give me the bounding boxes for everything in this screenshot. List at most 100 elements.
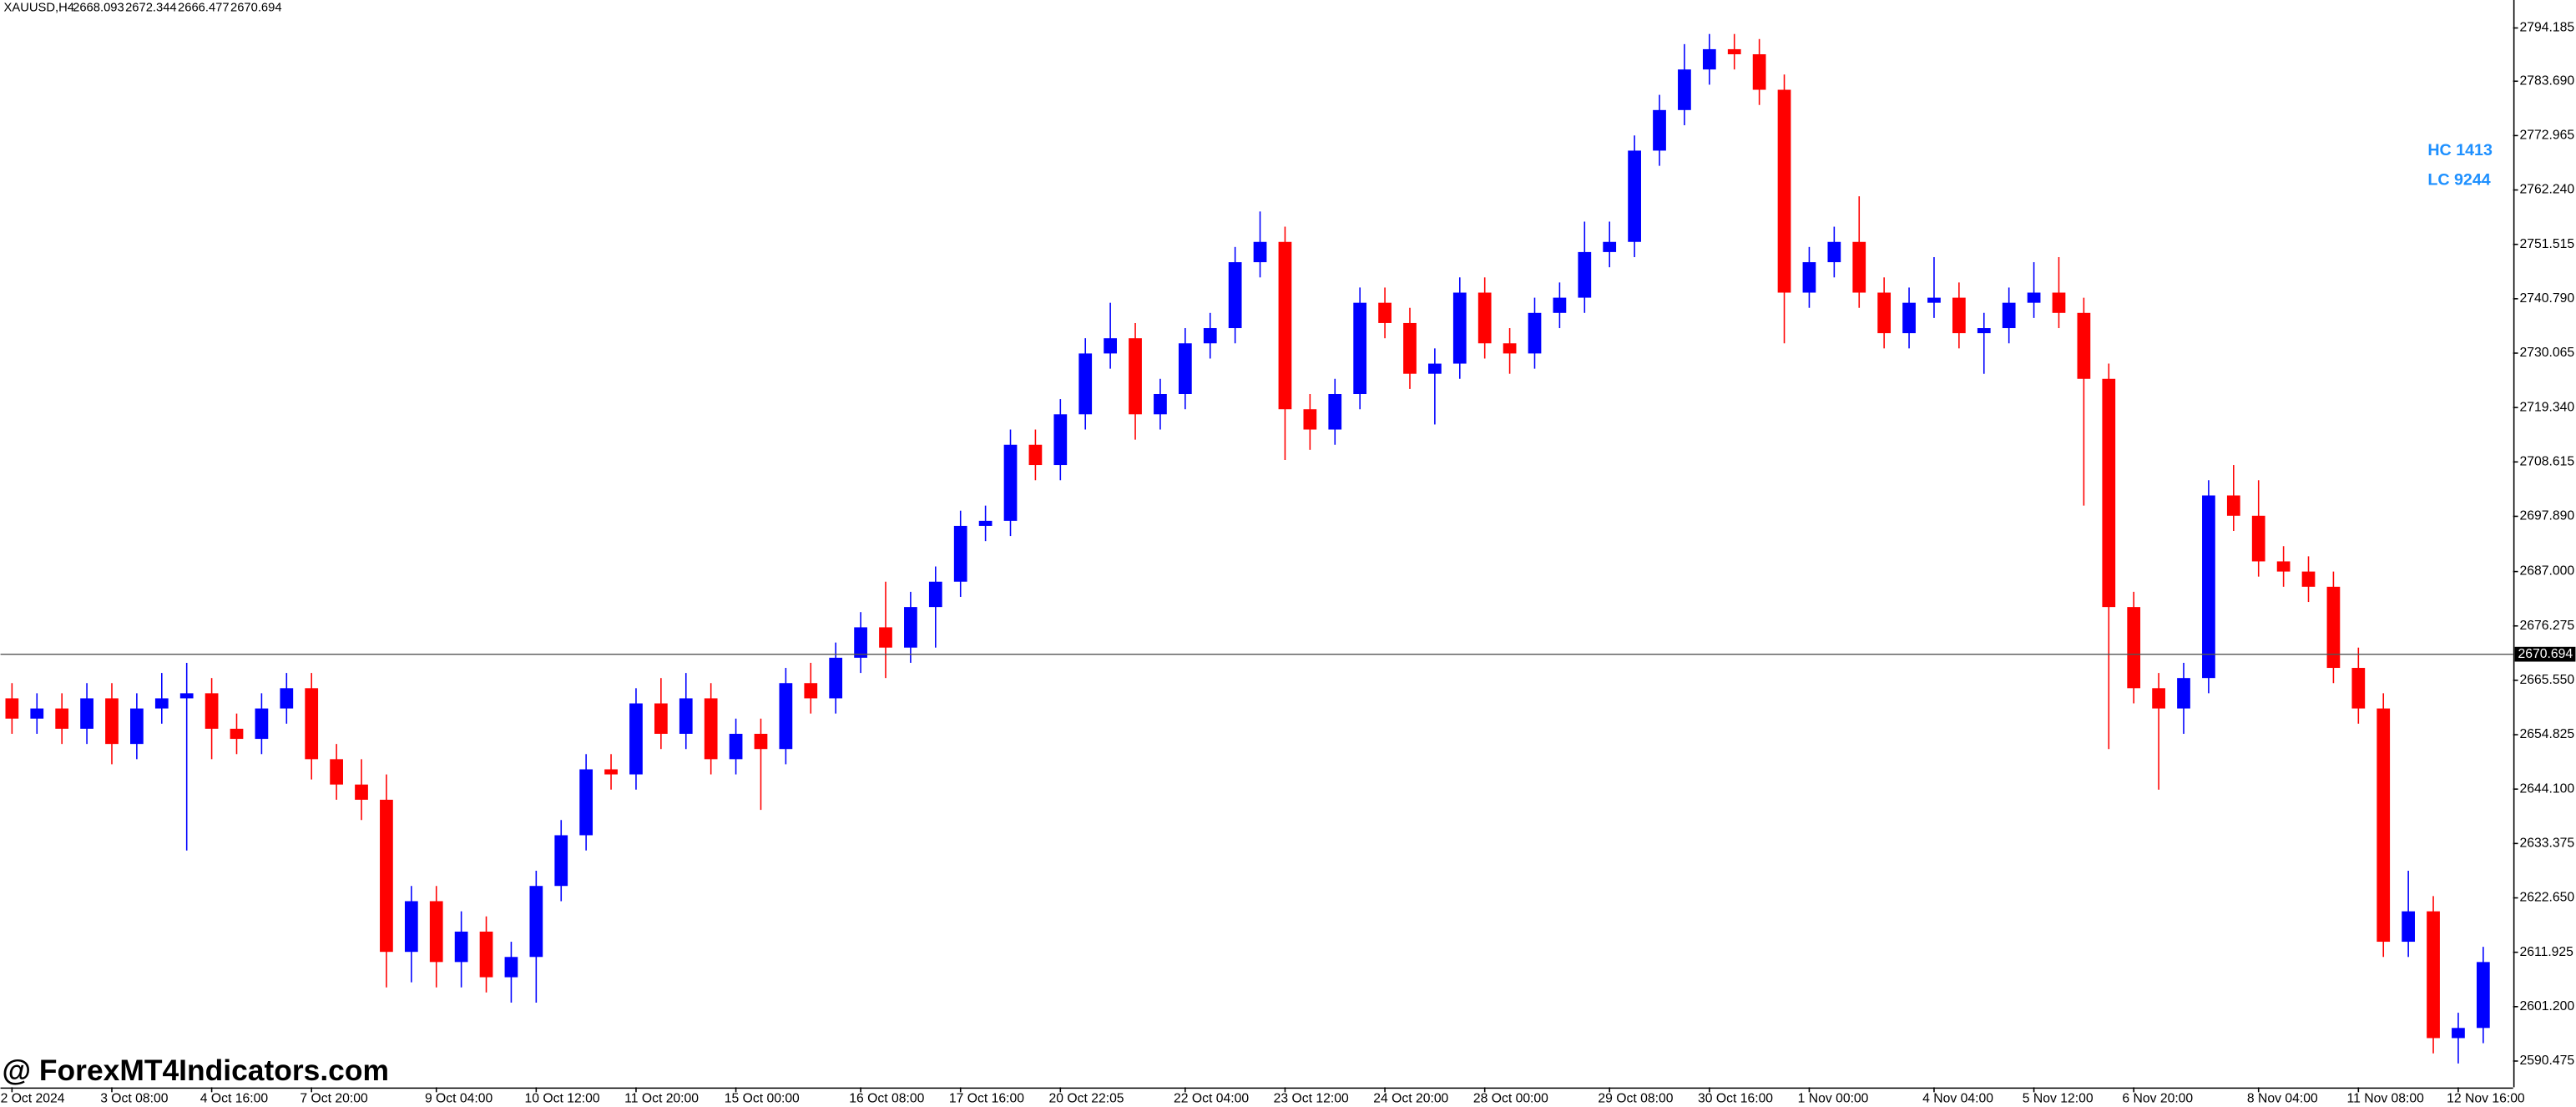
x-tick-label: 11 Oct 20:00 (624, 1091, 699, 1105)
candle-body (2027, 292, 2041, 303)
y-tick-label: 2622.650 (2520, 891, 2575, 905)
y-tick-label: 2687.000 (2520, 564, 2575, 579)
candle-body (729, 733, 743, 760)
x-tick-label: 1 Nov 00:00 (1798, 1091, 1869, 1105)
candle-body (1777, 89, 1791, 293)
candle-body (1428, 363, 1442, 374)
candle-body (1877, 292, 1892, 334)
candle-body (1278, 241, 1292, 410)
candle-body (679, 698, 693, 734)
last-price-label: 2670.694 (2518, 647, 2573, 661)
symbol-title: XAUUSD,H4 (4, 2, 74, 15)
candle-body (1154, 393, 1167, 415)
candle-body (1003, 444, 1018, 521)
candle-body (305, 688, 319, 760)
candle-body (2452, 1028, 2465, 1039)
candle-body (1452, 292, 1467, 364)
candle-body (704, 698, 718, 760)
candle-body (1129, 338, 1142, 415)
candle-body (1603, 241, 1617, 252)
y-tick-label: 2697.890 (2520, 509, 2575, 523)
x-tick-label: 8 Nov 04:00 (2247, 1091, 2318, 1105)
header-ohlc-value: 2668.093 (73, 2, 124, 15)
candle-body (154, 698, 169, 709)
x-tick-label: 7 Oct 20:00 (300, 1091, 368, 1105)
annotation: HC 1413 (2427, 141, 2493, 159)
candle-body (1228, 262, 1242, 329)
candle-body (355, 784, 368, 800)
candle-body (2152, 688, 2165, 709)
x-tick-label: 22 Oct 04:00 (1174, 1091, 1249, 1105)
candle-body (454, 931, 468, 963)
candle-body (130, 708, 144, 745)
candle-body (2326, 586, 2341, 669)
candle-body (479, 931, 493, 978)
last-price-box (2514, 646, 2576, 662)
candle-body (1028, 444, 1043, 466)
candle-body (2251, 515, 2265, 562)
x-tick-label: 28 Oct 00:00 (1473, 1091, 1548, 1105)
candle-body (2127, 607, 2141, 689)
candle-body (2276, 561, 2291, 572)
candle-body (230, 728, 244, 740)
y-tick-label: 2730.065 (2520, 346, 2575, 360)
candle-body (978, 520, 993, 526)
candle-body (2351, 668, 2366, 709)
header-ohlc-value: 2672.344 (125, 2, 177, 15)
candle-body (1952, 297, 1966, 334)
candle-body (80, 698, 93, 729)
candle-body (904, 607, 917, 648)
candle-body (1503, 343, 1517, 354)
x-tick-label: 23 Oct 12:00 (1274, 1091, 1349, 1105)
candle-body (1752, 53, 1766, 90)
candle-body (1403, 322, 1417, 374)
x-tick-label: 29 Oct 08:00 (1598, 1091, 1673, 1105)
x-tick-label: 6 Nov 20:00 (2122, 1091, 2193, 1105)
candle-body (1528, 312, 1542, 354)
candle-body (1628, 150, 1641, 242)
candle-body (1678, 69, 1691, 110)
candle-body (1578, 251, 1592, 298)
candle-body (1303, 409, 1317, 430)
x-tick-label: 3 Oct 08:00 (100, 1091, 169, 1105)
candle-body (854, 627, 867, 658)
candle-body (928, 581, 942, 608)
candle-body (429, 901, 443, 963)
candle-body (1727, 48, 1741, 54)
header-ohlc-value: 2670.694 (230, 2, 282, 15)
candle-body (1104, 338, 1118, 354)
candle-body (2177, 678, 2190, 709)
candle-body (30, 708, 44, 719)
candle-body (1053, 414, 1068, 466)
y-tick-label: 2794.185 (2520, 21, 2575, 35)
candle-body (255, 708, 269, 740)
candle-body (779, 683, 793, 750)
x-tick-label: 11 Nov 08:00 (2347, 1091, 2425, 1105)
x-tick-label: 4 Nov 04:00 (1922, 1091, 1993, 1105)
candle-body (2202, 495, 2215, 679)
candle-body (1977, 328, 1991, 334)
candle-body (604, 769, 618, 775)
y-tick-label: 2762.240 (2520, 183, 2575, 197)
candle-body (105, 698, 119, 745)
candle-body (404, 901, 418, 953)
y-tick-label: 2676.275 (2520, 619, 2575, 633)
candle-body (2476, 962, 2490, 1029)
header-ohlc-value: 2666.477 (178, 2, 230, 15)
candle-body (2226, 495, 2240, 516)
candle-body (1852, 241, 1866, 293)
candle-body (1653, 109, 1666, 151)
candle-body (554, 835, 568, 887)
candle-body (5, 698, 19, 719)
candle-body (629, 703, 643, 775)
x-tick-label: 5 Nov 12:00 (2023, 1091, 2094, 1105)
candle-body (2301, 571, 2316, 587)
candle-body (1178, 343, 1192, 394)
x-tick-label: 24 Oct 20:00 (1373, 1091, 1448, 1105)
candle-body (1328, 393, 1342, 430)
candle-body (2376, 708, 2391, 943)
x-tick-label: 20 Oct 22:05 (1049, 1091, 1124, 1105)
x-tick-label: 10 Oct 12:00 (525, 1091, 600, 1105)
y-tick-label: 2590.475 (2520, 1054, 2575, 1068)
